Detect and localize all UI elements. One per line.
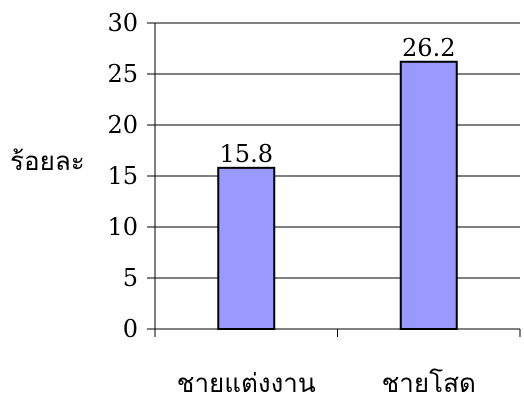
category-label-1: ชายแต่งงาน bbox=[177, 369, 316, 398]
y-tick-label-15: 15 bbox=[107, 162, 138, 190]
y-tick-labels: 0 5 10 15 20 25 30 bbox=[107, 9, 138, 343]
x-category-labels: ชายแต่งงาน ชายโสด bbox=[177, 368, 476, 399]
gridlines bbox=[155, 22, 520, 279]
data-labels: 15.8 26.2 bbox=[220, 34, 456, 168]
y-tick-label-0: 0 bbox=[123, 315, 138, 343]
data-label-1: 15.8 bbox=[220, 140, 273, 168]
y-axis-label: ร้อยละ bbox=[10, 147, 85, 177]
bar-2 bbox=[399, 60, 458, 330]
y-tick-label-5: 5 bbox=[123, 264, 138, 292]
bars bbox=[217, 60, 458, 330]
y-tick-label-10: 10 bbox=[107, 213, 138, 241]
y-tick-label-20: 20 bbox=[107, 111, 138, 139]
category-label-2: ชายโสด bbox=[382, 368, 476, 398]
y-tick-label-30: 30 bbox=[107, 9, 138, 37]
bar-1 bbox=[217, 166, 276, 330]
axes bbox=[147, 22, 521, 337]
y-tick-label-25: 25 bbox=[107, 60, 138, 88]
data-label-2: 26.2 bbox=[402, 34, 455, 62]
